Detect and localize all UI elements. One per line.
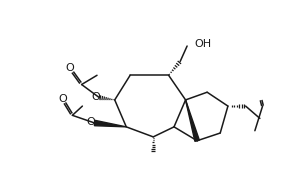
- Text: O: O: [58, 94, 67, 104]
- Text: O: O: [91, 92, 100, 102]
- Polygon shape: [186, 100, 199, 141]
- Polygon shape: [94, 120, 126, 127]
- Text: OH: OH: [194, 39, 211, 49]
- Text: O: O: [66, 63, 75, 73]
- Text: O: O: [87, 117, 95, 127]
